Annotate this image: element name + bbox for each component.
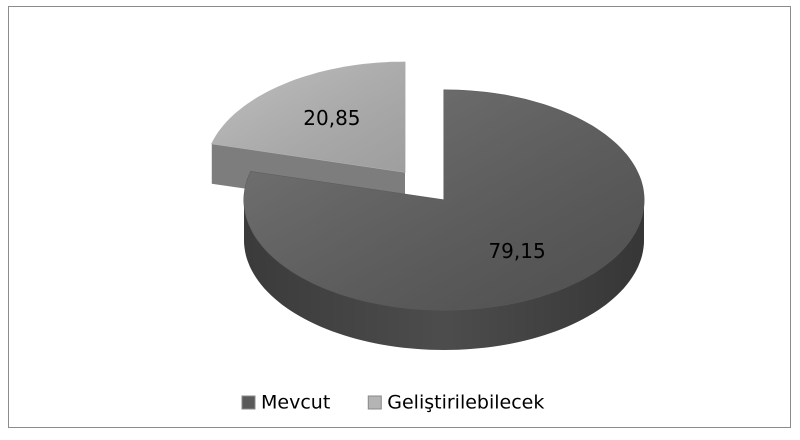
data-label: 79,15 (488, 239, 545, 263)
legend-label: Mevcut (261, 392, 330, 414)
data-label: 20,85 (303, 106, 360, 130)
legend-swatch (241, 395, 256, 410)
slice-side-shade (244, 200, 644, 350)
slice-top-shade (211, 62, 405, 173)
legend-swatch (367, 395, 382, 410)
legend-label: Geliştirilebilecek (387, 392, 544, 414)
legend: Mevcut Geliştirilebilecek (241, 392, 544, 414)
pie-slice (243, 89, 645, 350)
slice-top-shade (244, 90, 644, 310)
pie: 20,85 79,15 (211, 61, 645, 350)
